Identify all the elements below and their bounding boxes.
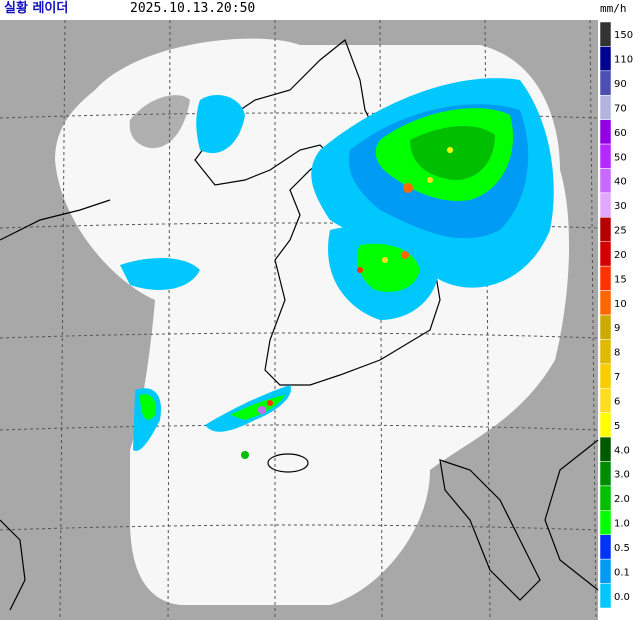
legend-label: 0.1 xyxy=(614,567,630,578)
legend-label: 2.0 xyxy=(614,494,630,505)
precipitation xyxy=(120,78,554,459)
legend-swatch xyxy=(599,21,612,47)
legend-label: 15 xyxy=(614,274,627,285)
legend-swatch xyxy=(599,388,612,413)
legend-label: 20 xyxy=(614,250,627,261)
legend-swatch xyxy=(599,412,612,438)
legend-swatch xyxy=(599,510,612,536)
timestamp: 2025.10.13.20:50 xyxy=(130,1,256,16)
inland-sea-gray xyxy=(129,95,190,149)
legend-label: 4.0 xyxy=(614,445,630,456)
legend-label: 90 xyxy=(614,79,627,90)
legend-swatch xyxy=(599,192,612,218)
legend-swatch xyxy=(599,290,612,316)
legend-label: 40 xyxy=(614,177,627,188)
legend-label: 1.0 xyxy=(614,519,630,530)
legend-label: 110 xyxy=(614,55,633,66)
legend-label: 9 xyxy=(614,323,620,334)
legend-label: 0.0 xyxy=(614,592,630,603)
legend-swatch xyxy=(599,339,612,365)
legend-swatch xyxy=(599,485,612,511)
legend-swatch xyxy=(599,168,612,194)
legend-label: 6 xyxy=(614,396,620,407)
legend-swatch xyxy=(599,46,612,72)
legend-swatch xyxy=(599,558,612,584)
legend-swatch xyxy=(599,534,612,560)
legend-label: 30 xyxy=(614,201,627,212)
title: 실황 레이더 xyxy=(4,1,69,16)
legend-swatch xyxy=(599,314,612,340)
graticule xyxy=(0,19,599,620)
legend-swatch xyxy=(599,461,612,487)
legend-unit: mm/h xyxy=(600,2,627,15)
legend-swatch xyxy=(599,265,612,291)
legend-label: 3.0 xyxy=(614,470,630,481)
legend-swatch xyxy=(599,217,612,242)
legend-swatch xyxy=(599,70,612,96)
legend-label: 5 xyxy=(614,421,620,432)
legend-swatch xyxy=(599,95,612,120)
legend-label: 70 xyxy=(614,103,627,114)
legend-swatch xyxy=(599,436,612,462)
legend-swatch xyxy=(599,143,612,169)
legend-label: 8 xyxy=(614,348,620,359)
legend-label: 60 xyxy=(614,128,627,139)
legend-label: 50 xyxy=(614,152,627,163)
legend-label: 25 xyxy=(614,226,627,237)
legend-label: 0.5 xyxy=(614,543,630,554)
legend-swatch xyxy=(599,241,612,267)
legend-swatch xyxy=(599,583,612,609)
legend-label: 150 xyxy=(614,30,633,41)
legend-label: 7 xyxy=(614,372,620,383)
legend-label: 10 xyxy=(614,299,627,310)
legend-swatch xyxy=(599,119,612,145)
legend-swatch xyxy=(599,363,612,389)
